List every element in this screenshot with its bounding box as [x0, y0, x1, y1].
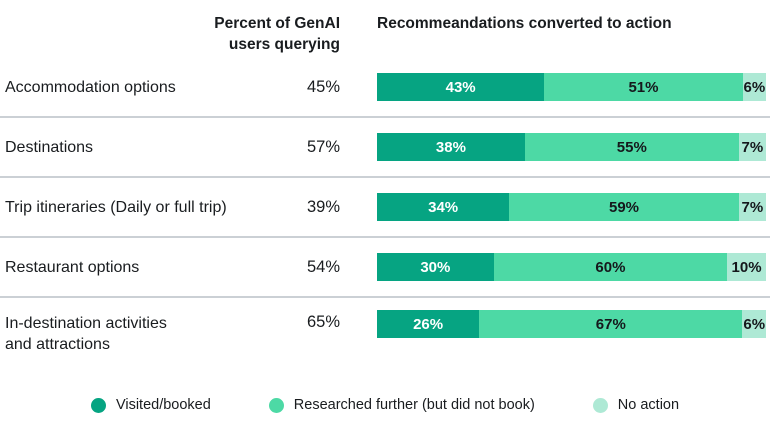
- bar-segment-visited-booked: 43%: [377, 73, 545, 101]
- bar-segment-visited-booked: 30%: [377, 253, 494, 281]
- bar-cell: 26% 67% 6%: [377, 310, 770, 338]
- bar-segment-no-action: 7%: [738, 133, 766, 161]
- legend-label: Visited/booked: [115, 397, 211, 413]
- legend-item-researched-further: Researched further (but did not book): [268, 397, 535, 413]
- stacked-bar: 26% 67% 6%: [377, 310, 766, 338]
- legend-label: Researched further (but did not book): [293, 397, 535, 413]
- stacked-bar: 30% 60% 10%: [377, 253, 767, 281]
- chart-row: Trip itineraries (Daily or full trip) 39…: [0, 178, 770, 238]
- category-label: Restaurant options: [5, 258, 140, 276]
- bar-cell: 38% 55% 7%: [377, 133, 770, 161]
- recommendations-column-header: Recommeandations converted to action: [377, 15, 672, 32]
- category-label: Accommodation options: [5, 78, 176, 96]
- bar-cell: 34% 59% 7%: [377, 193, 770, 221]
- category-label: Trip itineraries (Daily or full trip): [5, 198, 227, 216]
- stacked-bar: 38% 55% 7%: [377, 133, 766, 161]
- legend-color-dot-icon: [592, 397, 608, 413]
- percent-querying-value: 65%: [306, 313, 340, 331]
- bar-segment-visited-booked: 26%: [377, 310, 480, 338]
- bar-segment-visited-booked: 34%: [377, 193, 510, 221]
- stacked-bar: 43% 51% 6%: [377, 73, 766, 101]
- bar-segment-researched-further: 60%: [493, 253, 728, 281]
- bar-segment-visited-booked: 38%: [377, 133, 525, 161]
- legend-item-no-action: No action: [592, 397, 680, 413]
- category-label: In-destination activities and attractions: [5, 315, 167, 353]
- bar-cell: 30% 60% 10%: [377, 253, 770, 281]
- legend-color-dot-icon: [90, 397, 106, 413]
- bar-segment-no-action: 7%: [738, 193, 767, 221]
- legend-label: No action: [617, 397, 680, 413]
- percent-querying-value: 57%: [306, 137, 340, 156]
- chart-row: In-destination activities and attractions…: [0, 298, 770, 373]
- stacked-bar: 34% 59% 7%: [377, 193, 767, 221]
- bar-segment-researched-further: 55%: [524, 133, 739, 161]
- percent-querying-value: 39%: [306, 197, 340, 216]
- chart-row: Destinations 57% 38% 55% 7%: [0, 118, 770, 178]
- bar-segment-researched-further: 51%: [544, 73, 743, 101]
- percent-header-line1: Percent of GenAI: [214, 15, 340, 32]
- legend-color-dot-icon: [268, 397, 284, 413]
- percent-header-line2: users querying: [228, 36, 340, 53]
- chart-header: Percent of GenAI users querying Recommea…: [0, 0, 770, 58]
- bar-segment-researched-further: 67%: [479, 310, 743, 338]
- percent-querying-value: 45%: [306, 77, 340, 96]
- chart-row: Restaurant options 54% 30% 60% 10%: [0, 238, 770, 298]
- bar-segment-no-action: 6%: [742, 73, 766, 101]
- bar-segment-researched-further: 59%: [509, 193, 739, 221]
- legend-item-visited-booked: Visited/booked: [90, 397, 211, 413]
- percent-querying-value: 54%: [306, 257, 340, 276]
- bar-segment-no-action: 6%: [742, 310, 766, 338]
- bar-segment-no-action: 10%: [727, 253, 767, 281]
- chart-row: Accommodation options 45% 43% 51% 6%: [0, 58, 770, 118]
- percent-querying-column-header: Percent of GenAI users querying: [0, 13, 377, 55]
- category-label: Destinations: [5, 138, 94, 156]
- chart-rows: Accommodation options 45% 43% 51% 6% Desti…: [0, 58, 770, 373]
- chart-legend: Visited/booked Researched further (but d…: [0, 373, 770, 413]
- bar-cell: 43% 51% 6%: [377, 73, 770, 101]
